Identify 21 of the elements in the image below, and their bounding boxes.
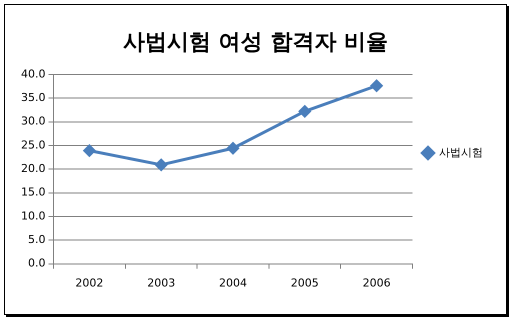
- point: [370, 80, 383, 92]
- point: [298, 105, 311, 118]
- y-tick-label: 40.0: [20, 67, 46, 80]
- y-tick-label: 30.0: [20, 114, 46, 128]
- y-tick-label: 0.0: [28, 256, 46, 270]
- x-tick-label: 2004: [218, 276, 247, 290]
- y-tick-label: 10.0: [20, 209, 46, 222]
- chart-title: 사법시험 여성 합격자 비율: [123, 30, 388, 55]
- y-tick-label: 5.0: [28, 232, 46, 246]
- x-tick-label: 2006: [362, 276, 391, 290]
- x-tick-label: 2002: [75, 276, 104, 290]
- y-tick-label: 35.0: [20, 90, 46, 104]
- point: [83, 144, 96, 157]
- x-tick-label: 2005: [290, 276, 319, 290]
- point: [155, 158, 168, 171]
- point: [226, 142, 239, 154]
- x-tick-label: 2003: [147, 276, 176, 290]
- y-tick-label: 25.0: [20, 138, 46, 152]
- y-tick-label: 20.0: [20, 162, 46, 175]
- legend-label: 사법시험: [439, 146, 483, 159]
- y-tick-label: 15.0: [20, 186, 46, 199]
